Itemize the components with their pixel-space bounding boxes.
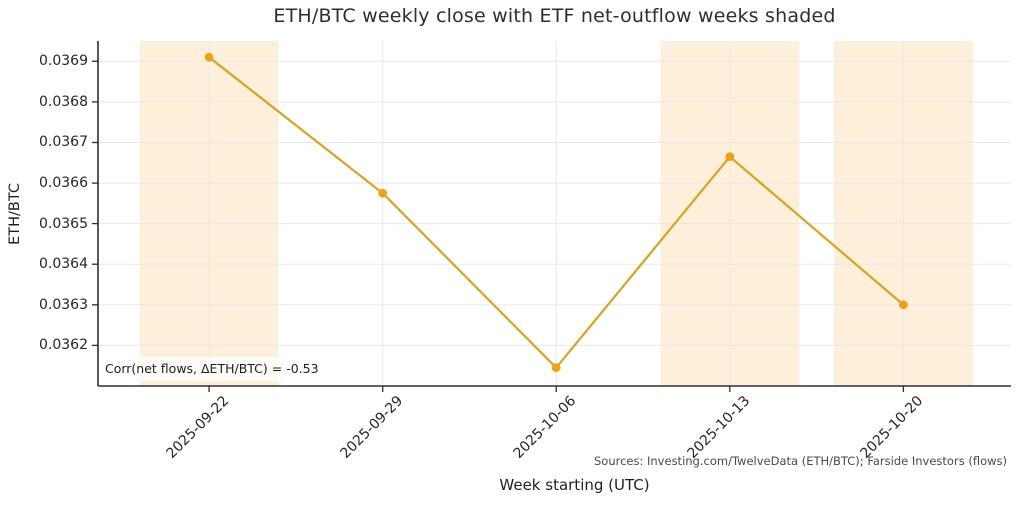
plot-svg [92, 41, 1011, 392]
data-point-marker [204, 52, 214, 62]
correlation-annotation: Corr(net flows, ΔETH/BTC) = -0.53 [99, 357, 327, 381]
y-tick-label: 0.0367 [39, 134, 88, 150]
data-point-marker [551, 363, 561, 373]
source-note: Sources: Investing.com/TwelveData (ETH/B… [593, 454, 1007, 468]
y-tick-label: 0.0362 [39, 337, 88, 353]
x-axis-label: Week starting (UTC) [499, 476, 650, 494]
data-point-marker [899, 300, 908, 310]
data-point-marker [725, 152, 735, 162]
y-tick-label: 0.0366 [39, 175, 88, 191]
y-tick-label: 0.0369 [39, 53, 88, 69]
plot-area [92, 41, 1011, 392]
y-tick-label: 0.0363 [39, 297, 88, 313]
y-tick-label: 0.0368 [39, 94, 88, 110]
data-point-marker [378, 188, 388, 198]
y-tick-label: 0.0365 [39, 216, 88, 232]
y-tick-label: 0.0364 [39, 256, 88, 272]
chart-title: ETH/BTC weekly close with ETF net-outflo… [273, 5, 836, 27]
